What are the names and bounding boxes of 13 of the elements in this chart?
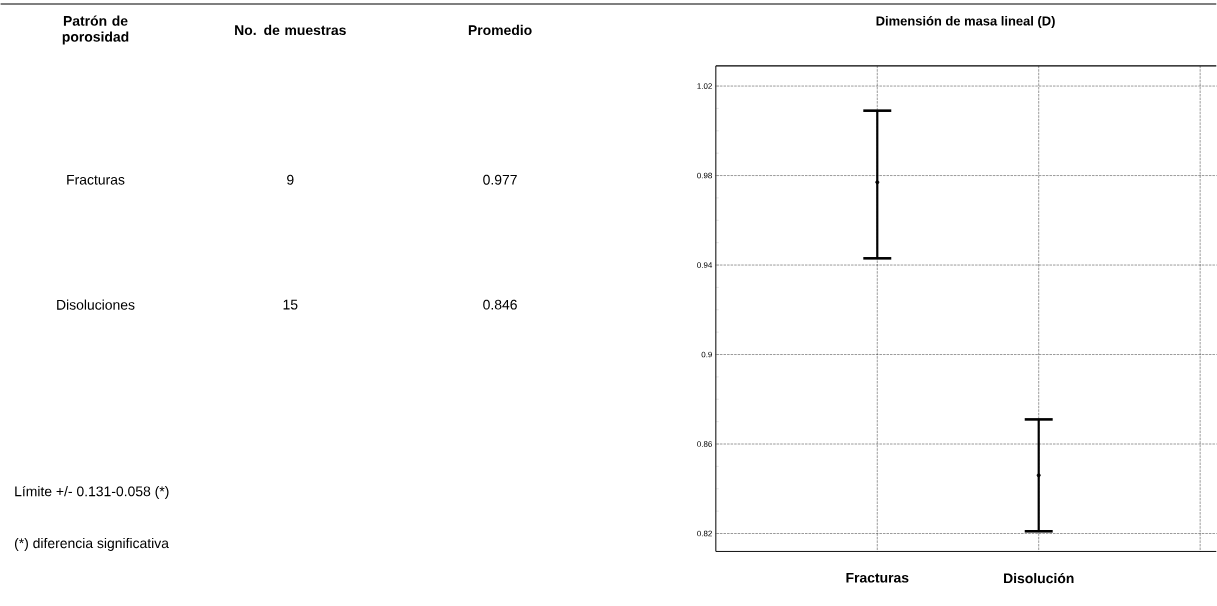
- text: (*) diferencia significativa: [14, 537, 169, 551]
- text: Fracturas: [67, 174, 125, 185]
- chart-title: Dimensión de masa lineal (D): [876, 15, 1055, 28]
- text: 9: [287, 174, 294, 185]
- text: Promedio: [468, 24, 532, 35]
- text: Patrón de porosidad: [62, 15, 129, 45]
- text: Límite +/- 0.131-0.058 (*): [15, 485, 169, 499]
- text: No. de muestras: [235, 24, 346, 35]
- text: 0.977: [483, 174, 517, 185]
- x-tick-label: Disolución: [1004, 572, 1074, 584]
- text: 0.846: [483, 299, 517, 310]
- text: Disoluciones: [57, 299, 135, 310]
- text: 15: [283, 299, 298, 310]
